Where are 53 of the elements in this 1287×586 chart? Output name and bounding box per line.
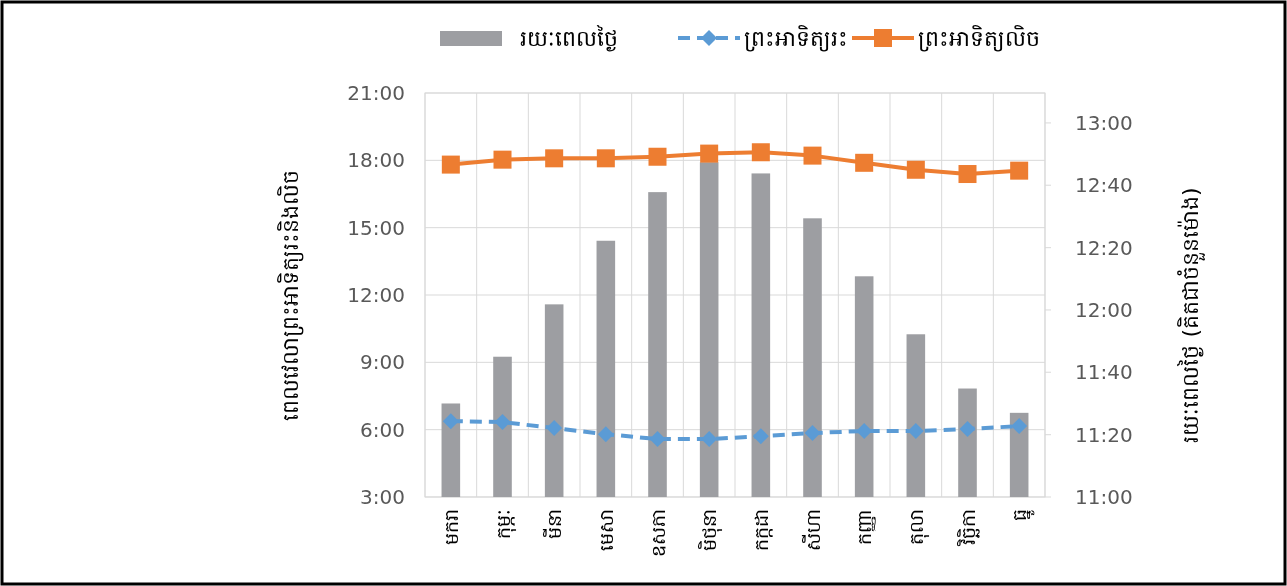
point [494,414,511,431]
y2-tick-label: 11:20 [1075,422,1133,447]
point [442,413,459,430]
point [493,150,512,169]
y2-tick-label: 12:40 [1075,173,1133,198]
x-tick-label: មីនា [542,509,566,539]
y2-tick-label: 11:40 [1075,360,1133,385]
y2-axis-title: រយៈពេលថ្ងៃ (គិតជាចំនួនម៉ោង) [1177,187,1205,443]
y-tick-label: 12:00 [347,283,405,307]
y-tick-label: 3:00 [360,485,405,509]
y-axis-title: ពេលវេលាព្រះអាទិត្យរះនិងលិច [277,169,304,421]
y-tick-label: 9:00 [360,350,405,375]
x-tick-label: សីហា [800,509,824,551]
x-tick-label: មិថុនា [697,509,724,551]
x-tick-label: ឧសភា [646,509,669,557]
point [751,143,770,162]
y2-tick-label: 11:00 [1075,485,1133,509]
point [1011,418,1028,435]
legend-label: ព្រះអាទិត្យលិច [918,25,1040,52]
y2-tick-label: 12:20 [1075,235,1133,260]
y-tick-label: 6:00 [360,417,405,442]
point [804,425,821,442]
legend-label: រយៈពេលថ្ងៃ [520,25,618,52]
point [1010,161,1029,180]
x-tick-label: កុម្ភៈ [491,509,517,539]
y-tick-label: 18:00 [347,148,405,173]
point [803,146,822,165]
y-tick-label: 21:00 [347,81,405,105]
point [545,149,564,168]
point [855,153,874,172]
point [752,428,769,445]
x-tick-label: មករា [439,509,462,545]
point [700,144,719,163]
y2-tick-label: 12:00 [1075,297,1133,322]
point [596,149,615,168]
point [959,420,976,437]
point [648,147,667,166]
point [701,431,718,448]
point [649,431,666,448]
point [546,420,563,437]
point [958,165,977,184]
x-tick-label: មេសា [594,509,617,551]
x-tick-label: ធ្នូ [1008,509,1036,521]
legend-label: ព្រះអាទិត្យរះ [744,25,848,52]
y2-tick-label: 13:00 [1075,110,1133,135]
y-tick-label: 15:00 [347,215,405,240]
x-tick-label: តុលា [904,509,930,545]
point [441,155,460,174]
x-tick-label: កក្កដា [749,509,773,551]
x-tick-label: កញ្ញា [853,509,877,545]
x-tick-label: វិច្ឆិកា [955,509,980,547]
point [906,160,925,179]
point [597,426,614,443]
